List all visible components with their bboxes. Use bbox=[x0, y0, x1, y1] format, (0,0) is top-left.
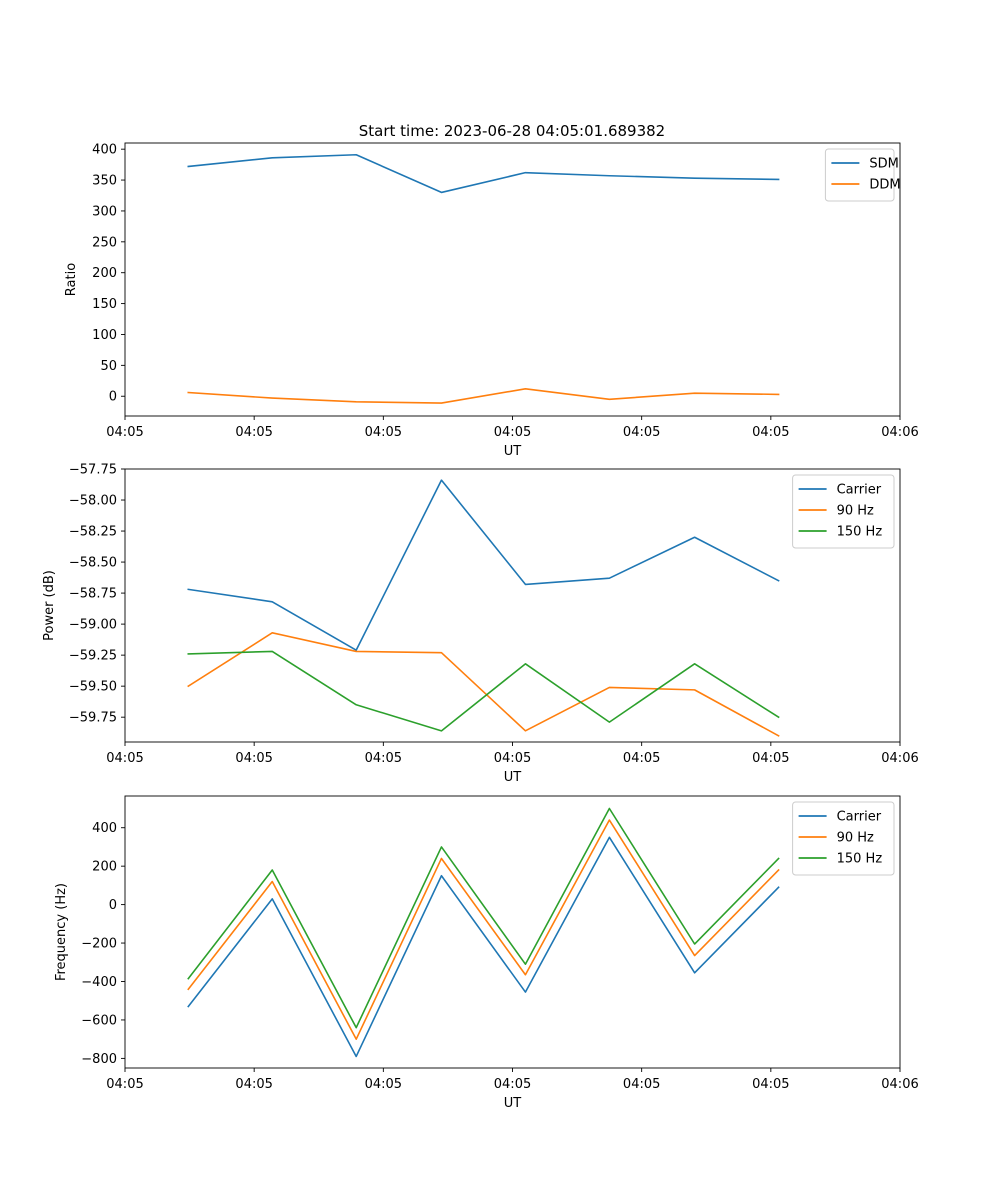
x-tick-label: 04:05 bbox=[235, 751, 272, 766]
legend-label: Carrier bbox=[837, 483, 882, 498]
x-tick-label: 04:05 bbox=[235, 1077, 272, 1092]
series-line-90-hz bbox=[187, 631, 780, 737]
legend-label: Carrier bbox=[837, 810, 882, 825]
y-tick-label: −400 bbox=[81, 975, 117, 990]
series-line-150-hz bbox=[187, 807, 780, 1029]
legend-box bbox=[792, 801, 895, 876]
y-tick-label: 100 bbox=[92, 328, 117, 343]
x-axis-label: UT bbox=[504, 444, 522, 459]
series-line-90-hz bbox=[187, 819, 780, 1040]
chart-panel-3: 04:05 04:05 04:05 04:05 04:05 04:05 04:06 −800 −… bbox=[54, 795, 919, 1111]
x-tick-label: 04:05 bbox=[106, 751, 143, 766]
x-tick-label: 04:06 bbox=[881, 751, 918, 766]
y-tick-label: −57.75 bbox=[69, 463, 117, 478]
legend: Carrier 90 Hz 150 Hz bbox=[792, 801, 895, 876]
legend-box bbox=[824, 148, 895, 202]
x-tick-label: 04:05 bbox=[623, 425, 660, 440]
legend-label: DDM bbox=[869, 178, 900, 193]
y-tick-label: −58.25 bbox=[69, 525, 117, 540]
y-tick-label: 50 bbox=[100, 359, 117, 374]
x-tick-label: 04:06 bbox=[881, 425, 918, 440]
series-line-150-hz bbox=[187, 650, 780, 732]
y-tick-label: 250 bbox=[92, 235, 117, 250]
legend: SDM DDM bbox=[824, 148, 901, 202]
y-tick-label: −600 bbox=[81, 1013, 117, 1028]
y-tick-label: 300 bbox=[92, 204, 117, 219]
plots-container: 04:05 04:05 04:05 04:05 04:05 04:05 04:06 0 50 10… bbox=[42, 142, 919, 1111]
x-tick-label: 04:05 bbox=[365, 425, 402, 440]
x-tick-label: 04:05 bbox=[106, 1077, 143, 1092]
y-axis-label: Power (dB) bbox=[42, 570, 57, 641]
x-tick-label: 04:05 bbox=[752, 751, 789, 766]
y-tick-label: 0 bbox=[109, 390, 117, 405]
x-tick-label: 04:05 bbox=[623, 1077, 660, 1092]
y-tick-label: −800 bbox=[81, 1052, 117, 1067]
x-tick-label: 04:05 bbox=[494, 425, 531, 440]
y-tick-label: −200 bbox=[81, 937, 117, 952]
y-tick-label: 350 bbox=[92, 174, 117, 189]
legend-label: 150 Hz bbox=[837, 525, 883, 540]
legend-label: 90 Hz bbox=[837, 831, 874, 846]
legend: Carrier 90 Hz 150 Hz bbox=[792, 474, 895, 549]
x-tick-label: 04:05 bbox=[365, 751, 402, 766]
chart-panel-2: 04:05 04:05 04:05 04:05 04:05 04:05 04:06 −59.7… bbox=[42, 463, 919, 786]
x-tick-label: 04:05 bbox=[752, 425, 789, 440]
y-tick-label: 150 bbox=[92, 297, 117, 312]
y-tick-label: 200 bbox=[92, 266, 117, 281]
y-tick-label: −59.75 bbox=[69, 711, 117, 726]
x-axis-label: UT bbox=[504, 1096, 522, 1111]
legend-label: 90 Hz bbox=[837, 504, 874, 519]
y-tick-label: −58.75 bbox=[69, 587, 117, 602]
y-tick-label: −59.00 bbox=[69, 618, 117, 633]
series-line-carrier bbox=[187, 836, 780, 1058]
chart-panel-1: 04:05 04:05 04:05 04:05 04:05 04:05 04:06 0 50 10… bbox=[64, 142, 919, 459]
y-tick-label: 400 bbox=[92, 821, 117, 836]
series-line-sdm bbox=[187, 153, 780, 194]
series-line-carrier bbox=[187, 479, 780, 651]
x-tick-label: 04:05 bbox=[494, 751, 531, 766]
legend-label: SDM bbox=[869, 157, 898, 172]
y-axis-label: Ratio bbox=[64, 263, 79, 296]
y-tick-label: 0 bbox=[109, 898, 117, 913]
y-tick-label: −58.50 bbox=[69, 556, 117, 571]
y-tick-label: 400 bbox=[92, 143, 117, 158]
x-tick-label: 04:06 bbox=[881, 1077, 918, 1092]
x-tick-label: 04:05 bbox=[494, 1077, 531, 1092]
x-tick-label: 04:05 bbox=[235, 425, 272, 440]
figure-title: Start time: 2023-06-28 04:05:01.689382 bbox=[359, 122, 665, 140]
x-axis-label: UT bbox=[504, 770, 522, 785]
y-tick-label: −58.00 bbox=[69, 494, 117, 509]
y-axis-label: Frequency (Hz) bbox=[54, 883, 69, 981]
x-tick-label: 04:05 bbox=[752, 1077, 789, 1092]
x-tick-label: 04:05 bbox=[365, 1077, 402, 1092]
x-tick-label: 04:05 bbox=[623, 751, 660, 766]
series-line-ddm bbox=[187, 388, 780, 404]
legend-label: 150 Hz bbox=[837, 852, 883, 867]
y-tick-label: −59.25 bbox=[69, 649, 117, 664]
y-tick-label: 200 bbox=[92, 860, 117, 875]
y-tick-label: −59.50 bbox=[69, 680, 117, 695]
legend-box bbox=[792, 474, 895, 549]
x-tick-label: 04:05 bbox=[106, 425, 143, 440]
